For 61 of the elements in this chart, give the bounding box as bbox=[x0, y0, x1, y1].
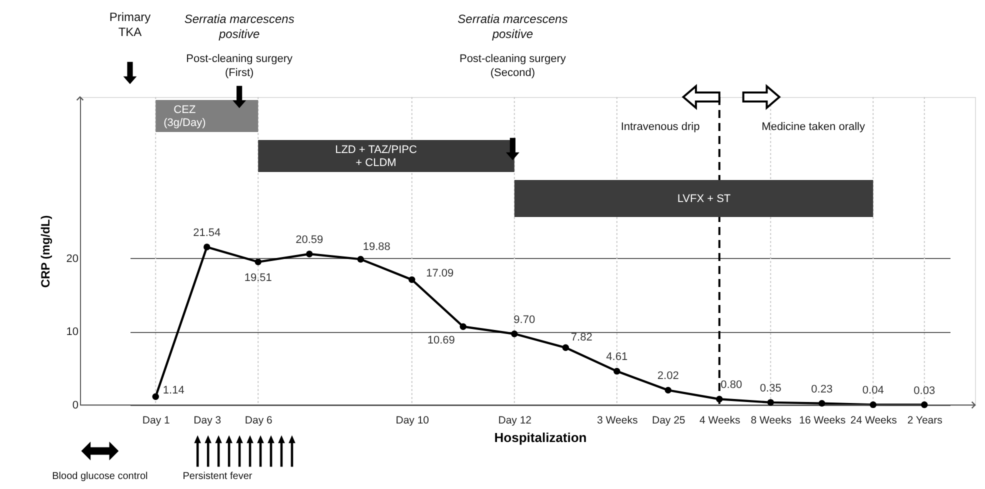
x-tick-label: 4 Weeks bbox=[700, 414, 740, 426]
y-tick-label: 20 bbox=[66, 252, 78, 265]
point bbox=[767, 399, 774, 406]
data-label: 0.80 bbox=[720, 379, 742, 392]
text: Serratia marcescens positive bbox=[184, 12, 294, 41]
data-label: 9.70 bbox=[514, 314, 536, 326]
band-label: CEZ (3g/Day) bbox=[164, 104, 206, 129]
point bbox=[511, 330, 518, 338]
x-tick-label: Day 3 bbox=[194, 414, 222, 426]
x-tick-label: Day 25 bbox=[652, 414, 686, 426]
text: Persistent fever bbox=[182, 471, 253, 482]
data-label: 10.69 bbox=[427, 334, 455, 347]
data-label: 4.61 bbox=[606, 351, 628, 364]
y-tick-label: 10 bbox=[66, 326, 78, 338]
point bbox=[614, 368, 620, 375]
x-tick-label: Day 1 bbox=[142, 414, 170, 426]
point bbox=[152, 393, 159, 400]
data-label: 0.23 bbox=[811, 383, 833, 396]
data-label: 20.59 bbox=[296, 234, 324, 246]
y-axis-title: CRP (mg/dL) bbox=[38, 215, 52, 288]
x-tick-label: 3 Weeks bbox=[597, 414, 638, 426]
text: Serratia marcescens positive bbox=[458, 12, 568, 41]
point bbox=[818, 400, 826, 407]
point bbox=[357, 256, 364, 263]
data-label: 7.82 bbox=[570, 332, 592, 344]
data-label: 2.02 bbox=[657, 370, 679, 382]
annotation: Medicine taken orally bbox=[762, 121, 866, 133]
annotation: Intravenous drip bbox=[620, 121, 700, 133]
point bbox=[408, 276, 416, 284]
data-label: 19.88 bbox=[362, 241, 390, 254]
x-tick-label: 24 Weeks bbox=[850, 414, 897, 426]
x-axis-title: Hospitalization bbox=[494, 430, 587, 445]
point bbox=[254, 258, 262, 266]
point bbox=[664, 386, 672, 394]
y-tick-label: 0 bbox=[72, 400, 78, 412]
point bbox=[716, 396, 723, 402]
point bbox=[870, 401, 876, 408]
data-label: 0.04 bbox=[862, 384, 884, 397]
data-label: 21.54 bbox=[193, 227, 221, 240]
x-tick-label: Day 12 bbox=[498, 414, 532, 426]
point bbox=[204, 244, 210, 250]
point bbox=[306, 250, 313, 258]
band-label: LVFX + ST bbox=[677, 193, 731, 205]
data-label: 1.14 bbox=[162, 384, 184, 397]
band-label: LZD + TAZ/PIPC + CLDM bbox=[335, 144, 417, 169]
text: Blood glucose control bbox=[52, 471, 148, 482]
text: Post-cleaning surgery (Second) bbox=[459, 53, 566, 79]
data-label: 17.09 bbox=[426, 268, 454, 280]
data-label: 0.03 bbox=[914, 384, 936, 397]
point bbox=[460, 323, 466, 330]
point bbox=[921, 401, 928, 408]
text: Post-cleaning surgery (First) bbox=[186, 53, 294, 79]
x-tick-label: Day 10 bbox=[396, 414, 430, 426]
x-tick-label: 2 Years bbox=[907, 414, 942, 426]
data-label: 0.35 bbox=[760, 382, 782, 394]
x-tick-label: 16 Weeks bbox=[799, 414, 846, 426]
text: Primary TKA bbox=[109, 10, 151, 39]
x-tick-label: 8 Weeks bbox=[750, 414, 792, 426]
data-label: 19.51 bbox=[244, 272, 272, 284]
point bbox=[562, 344, 569, 351]
x-tick-label: Day 6 bbox=[244, 414, 272, 426]
